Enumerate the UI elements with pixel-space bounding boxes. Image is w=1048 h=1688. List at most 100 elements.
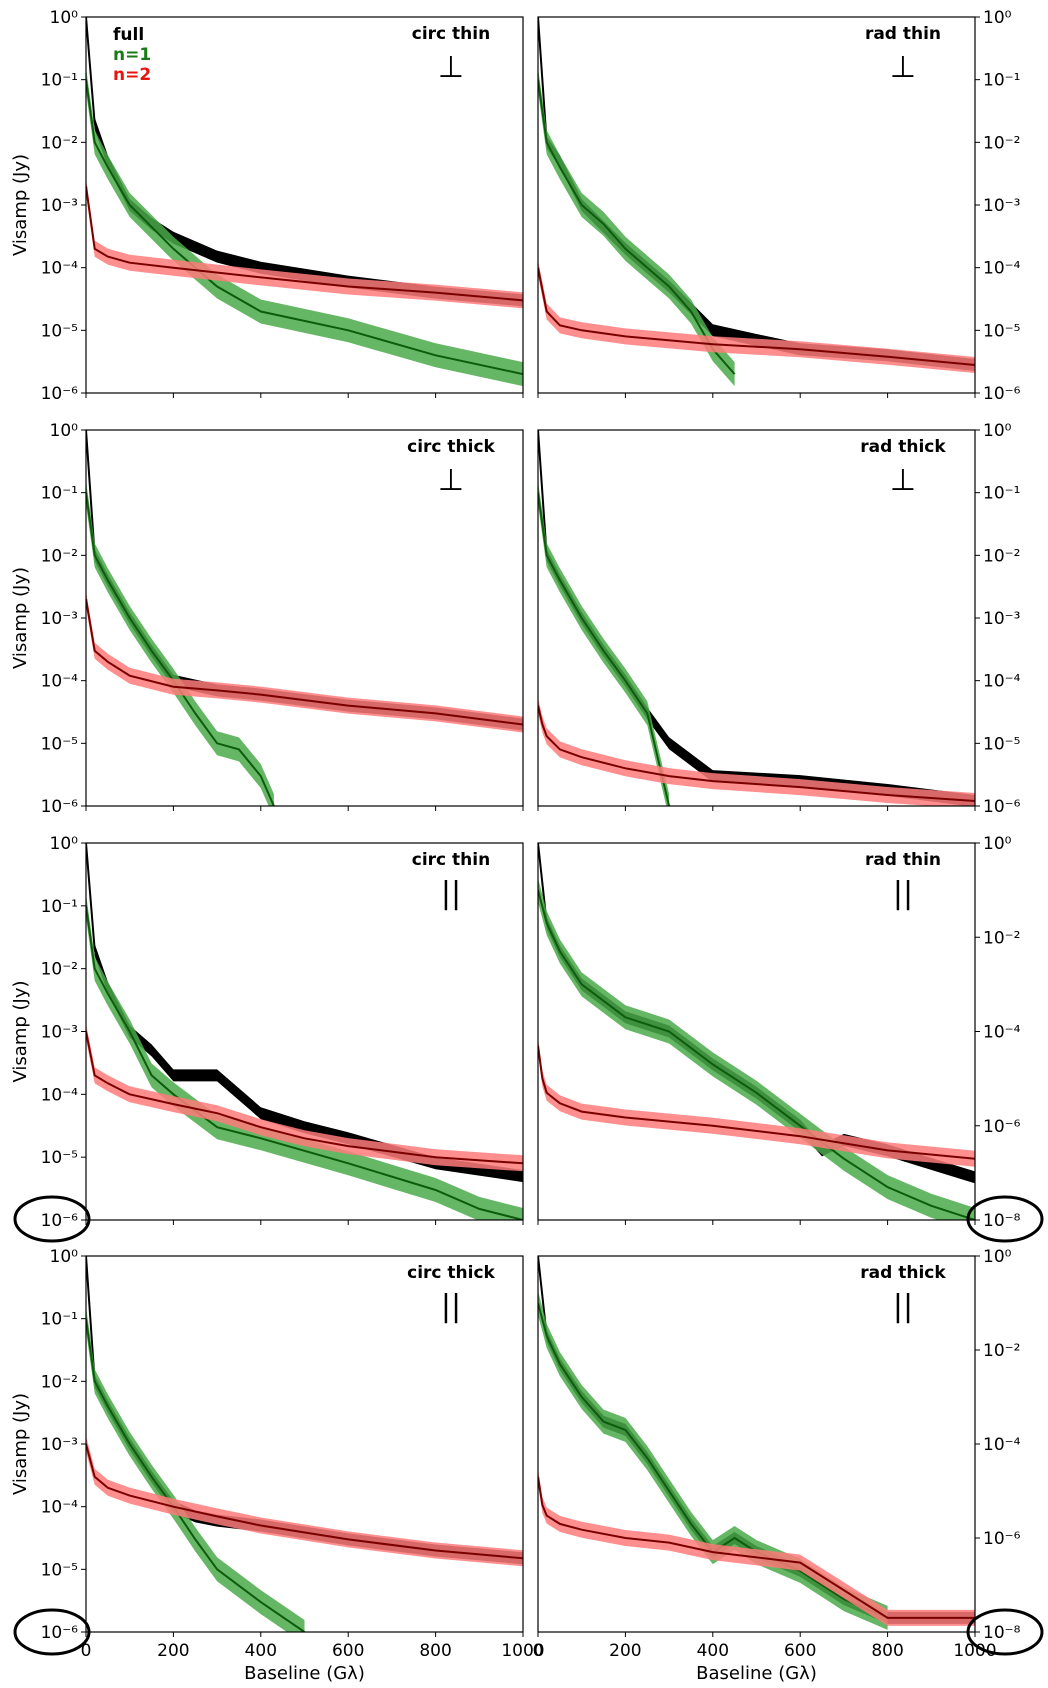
y-tick-label: 10⁻⁵ <box>983 321 1020 341</box>
x-tick-label: 800 <box>871 1641 903 1661</box>
x-tick-label: 400 <box>697 1641 729 1661</box>
series-band-n2 <box>86 1436 523 1567</box>
series-line-n2 <box>538 1045 975 1160</box>
panel-label: circ thin <box>412 24 490 44</box>
highlight-ellipse <box>966 1608 1044 1656</box>
x-tick-label: 0 <box>81 1641 92 1661</box>
y-tick-label: 10⁻⁶ <box>41 1623 79 1643</box>
series-band-n1 <box>86 480 274 806</box>
chart-panel-8: 0 200 400 600 800 1000 Baseline (Gλ) 10⁻⁸ 10⁻⁶ 10… <box>533 1247 1021 1684</box>
y-tick-label: 10⁻³ <box>41 196 78 216</box>
x-tick-label: 0 <box>533 1641 544 1661</box>
highlight-ellipse <box>13 1195 91 1243</box>
y-tick-label: 10⁻⁶ <box>983 1117 1021 1137</box>
y-tick-label: 10⁰ <box>983 834 1012 854</box>
y-tick-label: 10⁻³ <box>41 1023 78 1043</box>
x-tick-label: 200 <box>157 1641 189 1661</box>
plot-area <box>538 1256 975 1630</box>
y-tick-label: 10⁻² <box>41 1372 78 1392</box>
y-tick-label: 10⁻⁵ <box>983 734 1020 754</box>
y-tick-label: 10⁰ <box>50 8 79 28</box>
x-axis-label: Baseline (Gλ) <box>244 1663 365 1684</box>
plot-area <box>86 1256 523 1632</box>
y-tick-label: 10⁻¹ <box>41 1310 78 1330</box>
series-line-n1 <box>86 905 523 1220</box>
series-line-n2 <box>86 598 523 726</box>
y-tick-label: 10⁻⁵ <box>41 734 78 754</box>
x-tick-label: 1000 <box>953 1641 996 1661</box>
series-band-n2 <box>86 178 523 309</box>
y-tick-label: 10⁻² <box>41 546 78 566</box>
highlight-ellipse <box>966 1195 1044 1243</box>
y-tick-label: 10⁻⁴ <box>983 672 1021 692</box>
plot-area <box>538 843 975 1220</box>
chart-panel-1: 10⁻⁶ 10⁻⁵ 10⁻⁴ 10⁻³ 10⁻² 10⁻¹ 10⁰ Visamp (Jy) ci… <box>10 8 524 404</box>
y-tick-label: 10⁻² <box>983 928 1020 948</box>
series-band-n1 <box>538 480 670 806</box>
y-tick-label: 10⁰ <box>983 1247 1012 1267</box>
y-tick-label: 10⁻⁵ <box>41 321 78 341</box>
series-band-n1 <box>86 1306 305 1632</box>
panel-label: rad thin <box>865 850 941 870</box>
y-tick-label: 10⁻² <box>983 546 1020 566</box>
y-tick-label: 10⁻³ <box>41 1435 78 1455</box>
x-tick-label: 400 <box>245 1641 277 1661</box>
chart-panel-6: 10⁻⁸ 10⁻⁶ 10⁻⁴ 10⁻² 10⁰ rad thin || <box>537 834 1021 1231</box>
y-tick-label: 10⁰ <box>983 421 1012 441</box>
y-tick-label: 10⁰ <box>50 834 79 854</box>
series-line-n1 <box>538 1302 888 1619</box>
orientation-symbol: || <box>893 1289 913 1324</box>
panel-label: circ thick <box>407 1263 495 1283</box>
plot-area <box>86 430 523 806</box>
plot-area <box>86 843 523 1220</box>
series-band-n2 <box>538 1468 975 1626</box>
chart-panel-4: 10⁻⁶ 10⁻⁵ 10⁻⁴ 10⁻³ 10⁻² 10⁻¹ 10⁰ rad thick ⊥ <box>537 421 1021 817</box>
y-tick-label: 10⁻⁴ <box>983 1435 1021 1455</box>
x-axis-label: Baseline (Gλ) <box>696 1663 817 1684</box>
panel-label: circ thin <box>412 850 490 870</box>
series-line-n2 <box>538 1476 975 1619</box>
y-tick-label: 10⁻² <box>983 133 1020 153</box>
orientation-symbol: || <box>441 876 461 911</box>
y-tick-label: 10⁻⁶ <box>41 1211 79 1231</box>
y-tick-label: 10⁻² <box>983 1341 1020 1361</box>
series-line-n2 <box>86 185 523 302</box>
y-tick-label: 10⁻⁴ <box>41 672 79 692</box>
chart-panel-3: 10⁻⁶ 10⁻⁵ 10⁻⁴ 10⁻³ 10⁻² 10⁻¹ 10⁰ Visamp (Jy) ci… <box>10 421 524 817</box>
series-band-n1 <box>86 67 523 387</box>
y-axis-label: Visamp (Jy) <box>10 1393 31 1495</box>
y-tick-label: 10⁻⁴ <box>983 259 1021 279</box>
y-tick-label: 10⁻⁴ <box>41 1498 79 1518</box>
y-tick-label: 10⁻⁸ <box>983 1211 1021 1231</box>
series-line-n2 <box>538 267 975 366</box>
x-tick-label: 200 <box>609 1641 641 1661</box>
chart-panel-5: 10⁻⁶ 10⁻⁵ 10⁻⁴ 10⁻³ 10⁻² 10⁻¹ 10⁰ Visamp (Jy) ci… <box>10 834 524 1231</box>
orientation-symbol: || <box>893 876 913 911</box>
panel-label: rad thick <box>860 437 946 457</box>
y-tick-label: 10⁻⁴ <box>983 1023 1021 1043</box>
series-line-n2 <box>538 705 975 802</box>
y-tick-label: 10⁰ <box>983 8 1012 28</box>
y-tick-label: 10⁻⁴ <box>41 1085 79 1105</box>
chart-panel-7: 0 200 400 600 800 1000 Baseline (Gλ) 10⁻⁶ 10⁻⁵ 10… <box>10 1247 545 1684</box>
y-tick-label: 10⁻⁶ <box>983 1529 1021 1549</box>
plot-area <box>538 430 975 806</box>
y-tick-label: 10⁻¹ <box>41 71 78 91</box>
y-tick-label: 10⁻² <box>41 133 78 153</box>
y-tick-label: 10⁻⁵ <box>41 1148 78 1168</box>
y-tick-label: 10⁻⁴ <box>41 259 79 279</box>
legend-entry-n2: n=2 <box>113 65 151 85</box>
y-tick-label: 10⁻⁶ <box>41 384 79 404</box>
chart-panel-2: 10⁻⁶ 10⁻⁵ 10⁻⁴ 10⁻³ 10⁻² 10⁻¹ 10⁰ rad thin ⊥ <box>537 8 1021 404</box>
y-axis-label: Visamp (Jy) <box>10 567 31 669</box>
orientation-symbol: ⊥ <box>438 50 464 85</box>
y-tick-label: 10⁻¹ <box>983 71 1020 91</box>
y-tick-label: 10⁰ <box>50 1247 79 1267</box>
panel-label: rad thick <box>860 1263 946 1283</box>
orientation-symbol: ⊥ <box>438 463 464 498</box>
y-tick-label: 10⁻³ <box>983 609 1020 629</box>
series-band-n1 <box>538 878 975 1220</box>
series-line-n1 <box>86 1318 306 1632</box>
y-axis-label: Visamp (Jy) <box>10 154 31 256</box>
panel-label: rad thin <box>865 24 941 44</box>
